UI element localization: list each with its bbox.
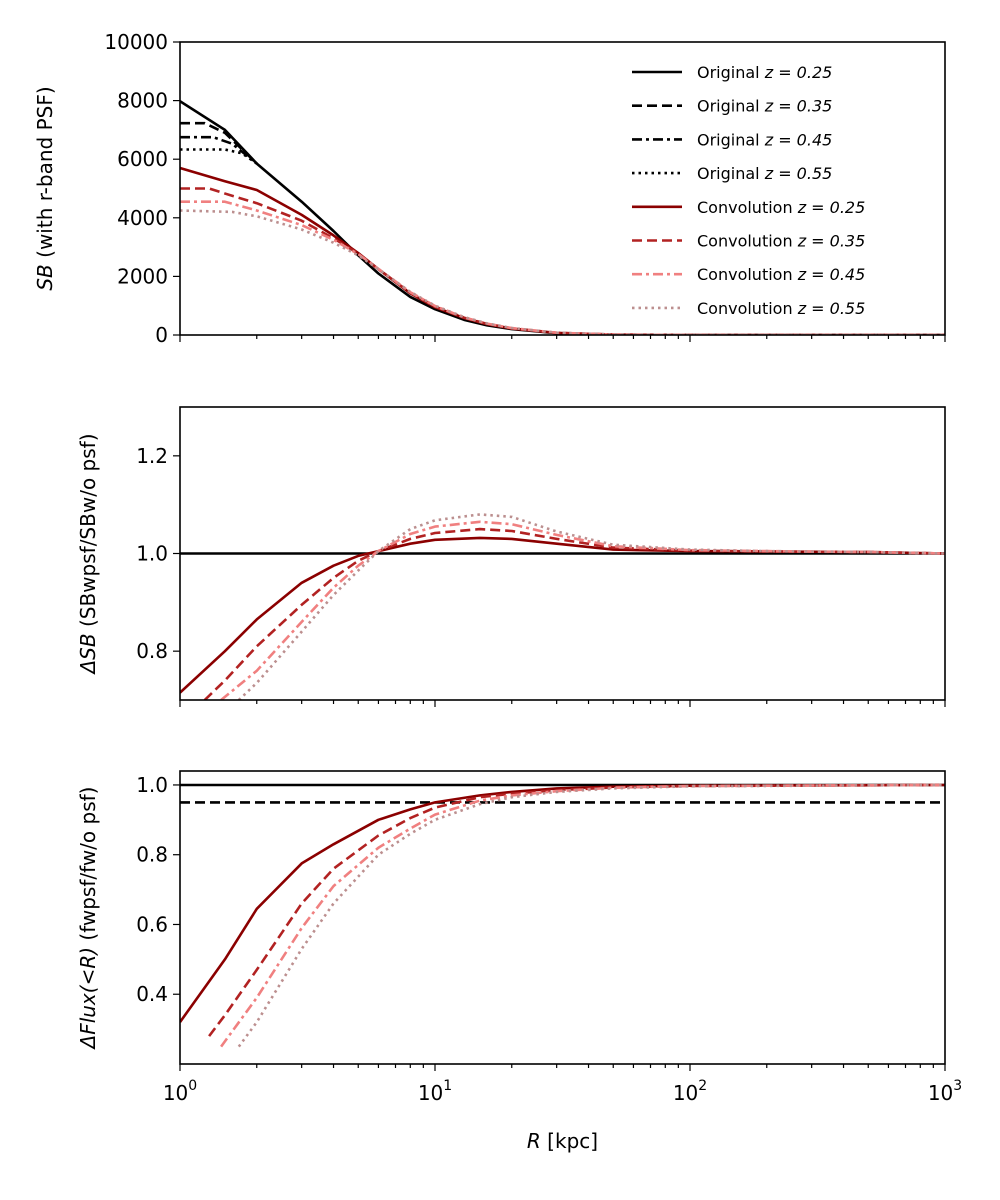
xtick-label: 103 <box>928 1078 962 1105</box>
legend-label-7: Convolution z = 0.55 <box>697 299 865 318</box>
legend-label-1: Original z = 0.35 <box>697 97 832 116</box>
sb-ytick-label: 0 <box>155 323 168 347</box>
xtick-label: 102 <box>673 1078 707 1105</box>
sb-ytick-label: 8000 <box>117 89 168 113</box>
dflux-axes-frame <box>179 770 946 1065</box>
sb-axes-frame <box>179 41 946 336</box>
xtick-label: 101 <box>418 1078 452 1105</box>
xtick-label: 100 <box>163 1078 197 1105</box>
legend-label-4: Convolution z = 0.25 <box>697 198 865 217</box>
dsb-ytick-label: 1.0 <box>136 542 168 566</box>
dflux-series-5 <box>237 783 945 1048</box>
dflux-ytick-label: 1.0 <box>136 773 168 797</box>
sb-ytick-label: 2000 <box>117 264 168 288</box>
legend-label-5: Convolution z = 0.35 <box>697 232 865 251</box>
legend-label-2: Original z = 0.45 <box>697 130 832 149</box>
dflux-series-group <box>180 783 945 1048</box>
sb-series-group <box>180 100 945 335</box>
dsb-ylabel: ΔSB (SBwpsf/SBw/o psf) <box>76 433 100 675</box>
dsb-series-3 <box>220 520 945 700</box>
dsb-ytick-label: 0.8 <box>136 639 168 663</box>
dflux-ytick-label: 0.6 <box>136 912 168 936</box>
dsb-series-group <box>180 513 945 700</box>
legend-label-3: Original z = 0.55 <box>697 164 832 183</box>
sb-ytick-label: 6000 <box>117 147 168 171</box>
panel-sb: 0 2000 4000 6000 8000 10000 SB (with r-band PS… <box>33 30 946 347</box>
panel-dflux: 0.4 0.6 0.8 1.0 ΔFlux(<R) (fwpsf/fw/o psf) 10… <box>76 770 962 1153</box>
legend-label-0: Original z = 0.25 <box>697 63 832 82</box>
sb-series-1 <box>180 121 258 165</box>
dflux-series-3 <box>208 783 945 1037</box>
dflux-series-2 <box>180 783 945 1023</box>
dflux-ylabel: ΔFlux(<R) (fwpsf/fw/o psf) <box>76 787 100 1051</box>
xlabel: R [kpc] <box>527 1129 598 1153</box>
sb-ytick-label: 4000 <box>117 206 168 230</box>
legend: Original z = 0.25 Original z = 0.35 Origin… <box>632 63 865 318</box>
sb-ytick-label: 10000 <box>104 30 168 54</box>
dflux-series-4 <box>220 783 945 1048</box>
dsb-ytick-label: 1.2 <box>136 444 168 468</box>
legend-label-6: Convolution z = 0.45 <box>697 265 865 284</box>
sb-series-3 <box>180 148 258 165</box>
sb-series-6 <box>180 200 945 335</box>
panel-dsb: 0.8 1.0 1.2 ΔSB (SBwpsf/SBw/o psf) <box>76 406 946 707</box>
sb-series-2 <box>180 135 258 165</box>
sb-ylabel: SB (with r-band PSF) <box>33 86 57 290</box>
dflux-ytick-label: 0.4 <box>136 982 168 1006</box>
dsb-series-1 <box>180 536 945 694</box>
dflux-ytick-label: 0.8 <box>136 843 168 867</box>
dsb-series-4 <box>237 513 945 700</box>
